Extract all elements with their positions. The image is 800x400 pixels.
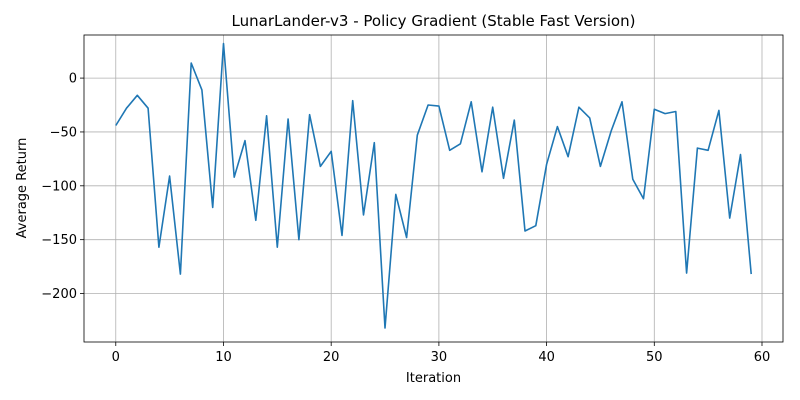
data-series — [115, 42, 752, 329]
plot-area-frame — [83, 34, 784, 343]
y-tick-label: −200 — [41, 287, 77, 302]
x-tick-label: 30 — [431, 350, 448, 365]
y-tick-label: −150 — [41, 233, 77, 248]
series-line — [115, 42, 752, 329]
grid-lines — [84, 35, 783, 342]
y-tick-label: −50 — [50, 125, 77, 140]
y-axis-label: Average Return — [15, 138, 30, 239]
chart-title: LunarLander-v3 - Policy Gradient (Stable… — [232, 12, 636, 30]
x-tick-label: 0 — [112, 350, 120, 365]
x-axis-label: Iteration — [406, 371, 461, 386]
x-tick-label: 10 — [215, 350, 232, 365]
x-tick-label: 40 — [538, 350, 555, 365]
x-tick-label: 60 — [754, 350, 771, 365]
x-tick-label: 20 — [323, 350, 340, 365]
x-tick-label: 50 — [646, 350, 663, 365]
axis-ticks: 0 10 20 30 40 50 60 0 −50 −100 −150 −200 — [41, 72, 770, 365]
y-tick-label: 0 — [69, 72, 77, 87]
y-tick-label: −100 — [41, 179, 77, 194]
